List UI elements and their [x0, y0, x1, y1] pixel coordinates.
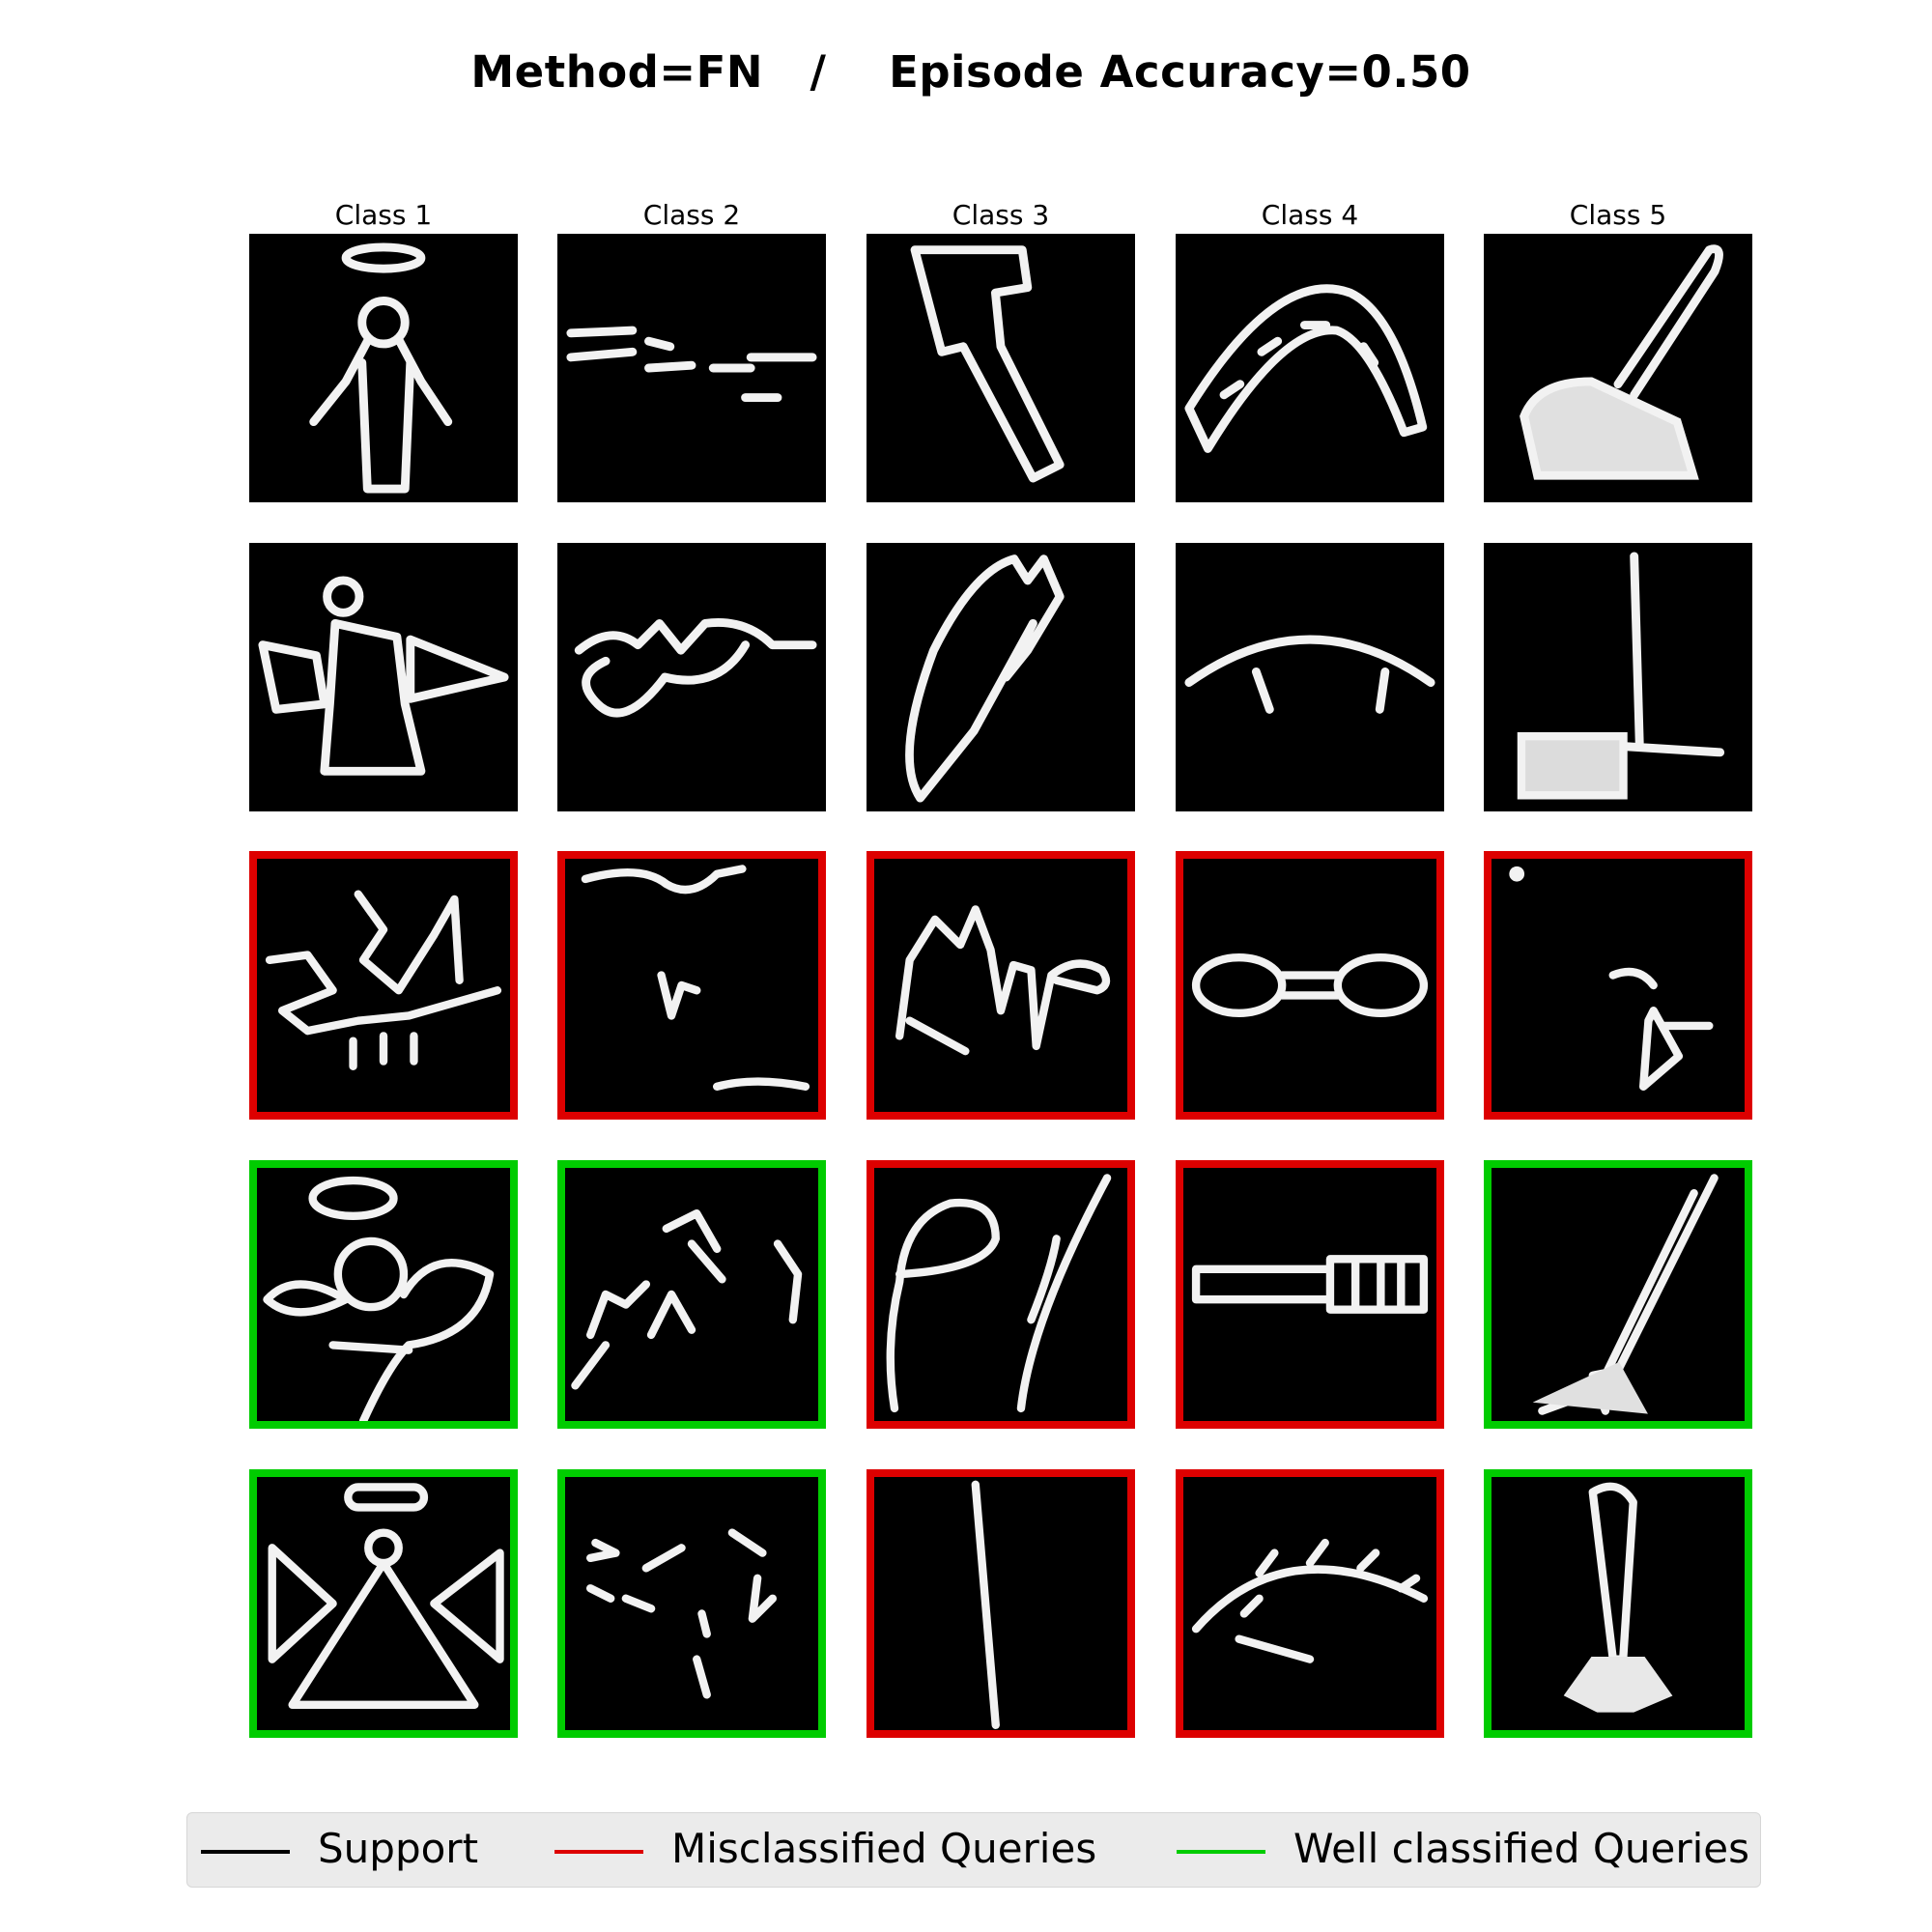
misclassified-query-image-r5-c4: [1176, 1469, 1444, 1738]
character-sketch: [586, 1528, 778, 1699]
character-sketch: [581, 865, 810, 1091]
legend-support-line: [201, 1850, 290, 1854]
well-classified-query-image-r4-c1: [249, 1160, 518, 1429]
character-sketch: [1191, 952, 1429, 1018]
misclassified-query-image-r3-c4: [1176, 851, 1444, 1120]
misclassified-query-image-r3-c2: [557, 851, 826, 1120]
support-image-r1-c3: [867, 234, 1135, 502]
support-image-r1-c5: [1484, 234, 1752, 502]
support-image-r1-c4: [1176, 234, 1444, 502]
misclassified-query-image-r5-c3: [867, 1469, 1135, 1738]
misclassified-query-image-r3-c5: [1484, 851, 1752, 1120]
character-sketch: [263, 1176, 495, 1421]
misclassified-query-image-r3-c3: [867, 851, 1135, 1120]
legend-support-label: Support: [318, 1825, 479, 1872]
support-image-r1-c2: [557, 234, 826, 502]
misclassified-query-image-r4-c4: [1176, 1160, 1444, 1429]
misclassified-query-image-r3-c1: [249, 851, 518, 1120]
column-label-class-3: Class 3: [952, 199, 1050, 231]
character-sketch: [1184, 635, 1435, 714]
character-sketch: [905, 554, 1065, 803]
well-classified-query-image-r5-c5: [1484, 1469, 1752, 1738]
character-sketch: [1191, 1538, 1429, 1663]
character-sketch: [971, 1480, 1000, 1729]
character-sketch: [566, 326, 817, 403]
character-sketch: [265, 890, 502, 1071]
character-sketch: [886, 1174, 1112, 1413]
character-sketch: [268, 1483, 504, 1709]
character-sketch: [571, 1208, 803, 1390]
support-image-r2-c1: [249, 543, 518, 811]
support-image-r2-c2: [557, 543, 826, 811]
support-image-r1-c1: [249, 234, 518, 502]
character-sketch: [1517, 552, 1725, 800]
character-sketch: [1509, 866, 1714, 1091]
character-sketch: [1520, 244, 1723, 480]
legend: Support Misclassified Queries Well class…: [186, 1812, 1761, 1888]
character-sketch: [1563, 1482, 1673, 1713]
column-label-class-4: Class 4: [1261, 199, 1359, 231]
support-image-r2-c5: [1484, 543, 1752, 811]
support-image-r2-c3: [867, 543, 1135, 811]
well-classified-query-image-r5-c1: [249, 1469, 518, 1738]
character-sketch: [910, 245, 1065, 483]
character-sketch: [895, 905, 1111, 1056]
legend-well-line: [1177, 1850, 1265, 1854]
legend-misclassified-label: Misclassified Queries: [671, 1825, 1097, 1872]
well-classified-query-image-r4-c5: [1484, 1160, 1752, 1429]
column-label-class-5: Class 5: [1569, 199, 1667, 231]
character-sketch: [574, 618, 817, 718]
character-sketch: [1532, 1174, 1719, 1415]
figure-title: Method=FN / Episode Accuracy=0.50: [470, 46, 1471, 98]
misclassified-query-image-r4-c3: [867, 1160, 1135, 1429]
character-sketch: [1184, 284, 1428, 453]
legend-misclassified-line: [554, 1850, 643, 1854]
well-classified-query-image-r5-c2: [557, 1469, 826, 1738]
character-sketch: [309, 242, 453, 494]
column-label-class-1: Class 1: [334, 199, 433, 231]
well-classified-query-image-r4-c2: [557, 1160, 826, 1429]
legend-well-label: Well classified Queries: [1293, 1825, 1750, 1872]
support-image-r2-c4: [1176, 543, 1444, 811]
character-sketch: [1191, 1255, 1429, 1314]
column-label-class-2: Class 2: [642, 199, 741, 231]
character-sketch: [258, 576, 509, 776]
